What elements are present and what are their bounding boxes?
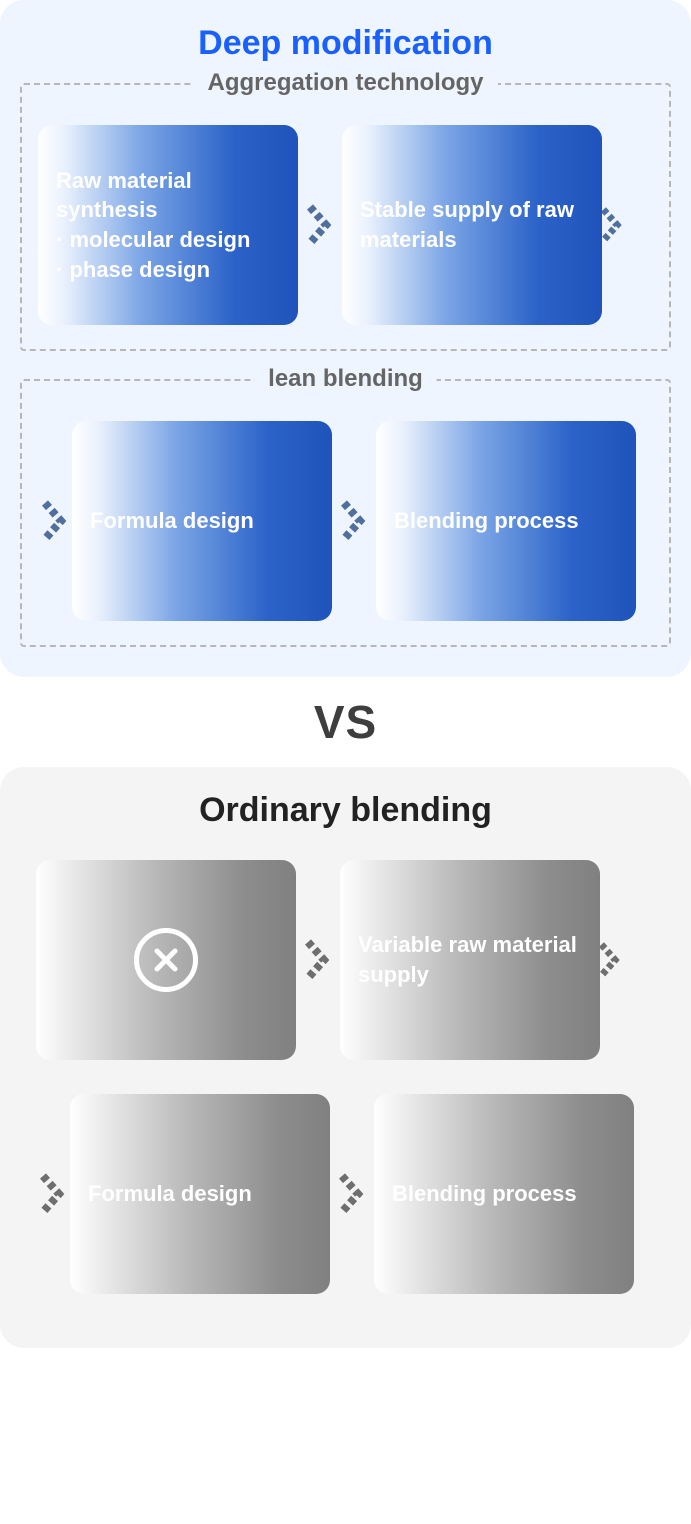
chevron-icon (298, 203, 342, 247)
aggregation-tech-group: Aggregation technology Raw material synt… (20, 83, 671, 351)
card-text: Formula design (90, 506, 314, 536)
ordinary-blending-title: Ordinary blending (20, 791, 671, 830)
blending-process-card: Blending process (376, 421, 636, 621)
chevron-half-icon (600, 938, 622, 982)
card-text: Formula design (88, 1179, 312, 1209)
chevron-icon (36, 1172, 70, 1216)
stable-supply-card: Stable supply of raw materials (342, 125, 602, 325)
chevron-icon (332, 499, 376, 543)
lean-blending-group: lean blending Formula design Blending pr… (20, 379, 671, 647)
ordinary-row-2: Formula design Blending process (20, 1084, 671, 1318)
card-text: Blending process (394, 506, 618, 536)
card-text: Variable raw material supply (358, 930, 582, 989)
aggregation-tech-label: Aggregation technology (194, 69, 498, 97)
raw-material-synthesis-card: Raw material synthesis · molecular desig… (38, 125, 298, 325)
lean-blending-label: lean blending (254, 365, 437, 393)
card-text: Raw material synthesis · molecular desig… (56, 166, 280, 285)
chevron-half-icon (602, 203, 624, 247)
blending-process-card-gray: Blending process (374, 1094, 634, 1294)
chevron-icon (330, 1172, 374, 1216)
formula-design-card-gray: Formula design (70, 1094, 330, 1294)
aggregation-row: Raw material synthesis · molecular desig… (38, 125, 653, 325)
lean-blending-row: Formula design Blending process (38, 421, 653, 621)
ordinary-blending-panel: Ordinary blending Variable raw material … (0, 767, 691, 1348)
deep-modification-panel: Deep modification Aggregation technology… (0, 0, 691, 677)
variable-supply-card: Variable raw material supply (340, 860, 600, 1060)
deep-modification-title: Deep modification (20, 24, 671, 63)
chevron-icon (296, 938, 340, 982)
ordinary-row-1: Variable raw material supply (20, 850, 671, 1084)
vs-label: VS (0, 677, 691, 767)
chevron-icon (38, 499, 72, 543)
unavailable-card (36, 860, 296, 1060)
card-text: Blending process (392, 1179, 616, 1209)
card-text: Stable supply of raw materials (360, 195, 584, 254)
formula-design-card: Formula design (72, 421, 332, 621)
x-circle-icon (134, 928, 198, 992)
